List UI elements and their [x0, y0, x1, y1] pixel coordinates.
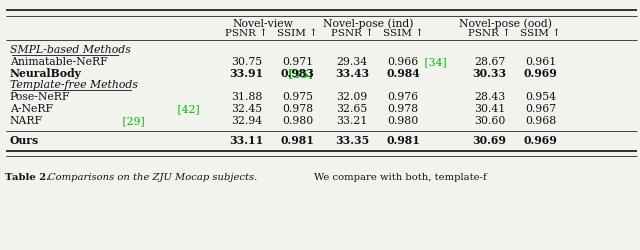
Text: A-NeRF: A-NeRF	[10, 104, 52, 114]
Text: Animatable-NeRF [34]: Animatable-NeRF [34]	[10, 57, 133, 67]
Text: 0.976: 0.976	[388, 92, 419, 102]
Text: 0.984: 0.984	[387, 68, 420, 79]
Text: 0.978: 0.978	[282, 104, 313, 114]
Text: able 2.: able 2.	[12, 173, 49, 182]
Text: Comparisons on the ZJU Mocap subjects.: Comparisons on the ZJU Mocap subjects.	[48, 173, 257, 182]
Text: NeuralBody [35]: NeuralBody [35]	[10, 68, 111, 79]
Text: NARF: NARF	[10, 116, 43, 126]
Text: NARF [29]: NARF [29]	[10, 116, 68, 126]
Text: 0.978: 0.978	[388, 104, 419, 114]
Text: SSIM ↑: SSIM ↑	[520, 28, 561, 38]
Text: Novel-pose (ind): Novel-pose (ind)	[323, 18, 413, 29]
Text: SMPL-based Methods: SMPL-based Methods	[10, 45, 131, 55]
Text: [42]: [42]	[174, 104, 200, 114]
Text: 33.35: 33.35	[335, 136, 369, 146]
Text: PSNR ↑: PSNR ↑	[468, 28, 511, 38]
Text: 33.91: 33.91	[229, 68, 264, 79]
Text: 30.33: 30.33	[472, 68, 507, 79]
Text: Novel-view: Novel-view	[232, 19, 293, 29]
Text: Template-free Methods: Template-free Methods	[10, 80, 138, 90]
Text: 0.981: 0.981	[281, 136, 314, 146]
Text: 0.966: 0.966	[388, 57, 419, 67]
Text: 0.983: 0.983	[281, 68, 314, 79]
Text: 0.975: 0.975	[282, 92, 313, 102]
Text: 0.980: 0.980	[388, 116, 419, 126]
Text: 28.43: 28.43	[474, 92, 505, 102]
Text: 32.45: 32.45	[231, 104, 262, 114]
Text: PSNR ↑: PSNR ↑	[331, 28, 373, 38]
Text: 30.41: 30.41	[474, 104, 505, 114]
Text: Novel-pose (ood): Novel-pose (ood)	[459, 18, 552, 29]
Text: 0.981: 0.981	[387, 136, 420, 146]
Text: Ours: Ours	[10, 136, 39, 146]
Text: 33.43: 33.43	[335, 68, 369, 79]
Text: 0.971: 0.971	[282, 57, 313, 67]
Text: 0.969: 0.969	[524, 68, 557, 79]
Text: 33.21: 33.21	[336, 116, 368, 126]
Text: 30.69: 30.69	[473, 136, 506, 146]
Text: 32.09: 32.09	[337, 92, 367, 102]
Text: Pose-NeRF: Pose-NeRF	[10, 92, 70, 102]
Text: 30.60: 30.60	[474, 116, 506, 126]
Text: A-NeRF [42]: A-NeRF [42]	[10, 104, 78, 114]
Text: 33.11: 33.11	[229, 136, 264, 146]
Text: 29.34: 29.34	[337, 57, 367, 67]
Text: SSIM ↑: SSIM ↑	[383, 28, 424, 38]
Text: 0.967: 0.967	[525, 104, 556, 114]
Text: Animatable-NeRF: Animatable-NeRF	[10, 57, 108, 67]
Text: [29]: [29]	[120, 116, 145, 126]
Text: 32.65: 32.65	[337, 104, 367, 114]
Text: 0.968: 0.968	[525, 116, 556, 126]
Text: [34]: [34]	[422, 57, 447, 67]
Text: PSNR ↑: PSNR ↑	[225, 28, 268, 38]
Text: 0.980: 0.980	[282, 116, 313, 126]
Text: NeuralBody: NeuralBody	[10, 68, 82, 79]
Text: We compare with both, template-f: We compare with both, template-f	[314, 173, 486, 182]
Text: SSIM ↑: SSIM ↑	[277, 28, 318, 38]
Text: 28.67: 28.67	[474, 57, 505, 67]
Text: T: T	[5, 173, 13, 182]
Text: 32.94: 32.94	[231, 116, 262, 126]
Text: 30.75: 30.75	[231, 57, 262, 67]
Text: 0.954: 0.954	[525, 92, 556, 102]
Text: 0.961: 0.961	[525, 57, 556, 67]
Text: 0.969: 0.969	[524, 136, 557, 146]
Text: 31.88: 31.88	[230, 92, 262, 102]
Text: [35]: [35]	[284, 68, 314, 79]
